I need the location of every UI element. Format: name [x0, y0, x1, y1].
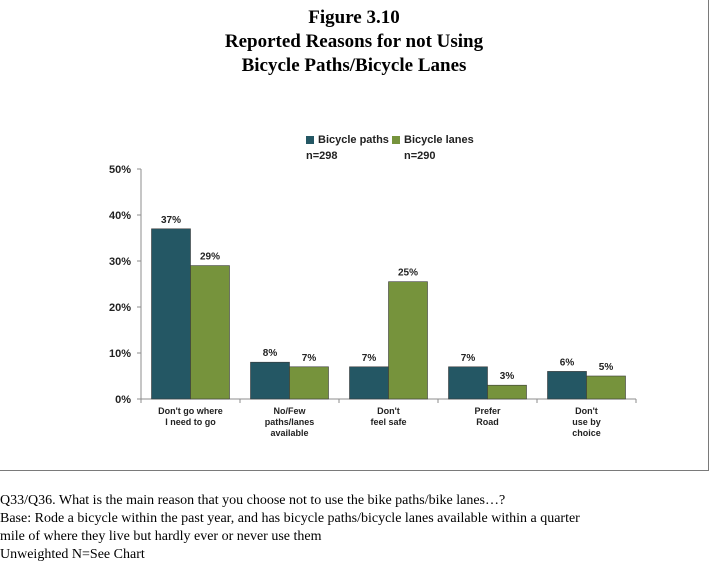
- category-label: Don't go where: [158, 406, 223, 416]
- bar: [388, 281, 428, 400]
- figure-frame: [0, 0, 709, 471]
- footnote-line-1: Q33/Q36. What is the main reason that yo…: [0, 493, 506, 508]
- title-line-3: Bicycle Paths/Bicycle Lanes: [241, 55, 467, 76]
- title-line-1: Figure 3.10: [308, 7, 400, 28]
- data-label: 7%: [362, 353, 377, 364]
- bar: [289, 366, 329, 400]
- footnote-line-3: mile of where they live but hardly ever …: [0, 529, 322, 544]
- data-label: 8%: [263, 348, 278, 359]
- data-label: 6%: [560, 357, 575, 368]
- bar: [250, 361, 290, 400]
- data-label: 25%: [398, 268, 418, 279]
- bar: [349, 366, 389, 400]
- legend-label-bicycle-lanes: Bicycle lanes: [404, 134, 474, 146]
- footnote: Q33/Q36. What is the main reason that yo…: [0, 492, 708, 564]
- legend-n-bicycle-lanes: n=290: [404, 150, 436, 162]
- data-label: 29%: [200, 252, 220, 263]
- bar: [151, 228, 191, 400]
- legend-swatch-bicycle-lanes: [392, 136, 400, 144]
- title-line-2: Reported Reasons for not Using: [224, 31, 484, 52]
- category-label: No/Few: [273, 406, 306, 416]
- category-label: feel safe: [370, 417, 406, 427]
- category-label: I need to go: [165, 417, 216, 427]
- figure-title: Figure 3.10 Reported Reasons for not Usi…: [0, 6, 708, 78]
- legend-swatch-bicycle-paths: [306, 136, 314, 144]
- bar: [190, 265, 230, 400]
- bar: [547, 371, 587, 400]
- data-label: 5%: [599, 362, 614, 373]
- legend-item-bicycle-paths: Bicycle paths n=298: [306, 132, 389, 164]
- data-label: 7%: [461, 353, 476, 364]
- bar: [586, 375, 626, 400]
- bar: [448, 366, 488, 400]
- data-label: 3%: [500, 371, 515, 382]
- category-label: Road: [476, 417, 499, 427]
- y-tick-label: 0%: [115, 394, 131, 406]
- category-label: choice: [572, 428, 601, 438]
- y-tick-label: 40%: [109, 210, 131, 222]
- data-label: 37%: [161, 215, 181, 226]
- y-tick-label: 30%: [109, 256, 131, 268]
- y-tick-label: 50%: [109, 164, 131, 176]
- legend-item-bicycle-lanes: Bicycle lanes n=290: [392, 132, 474, 164]
- legend-n-bicycle-paths: n=298: [306, 150, 338, 162]
- data-label: 7%: [302, 353, 317, 364]
- category-label: use by: [572, 417, 601, 427]
- y-tick-label: 20%: [109, 302, 131, 314]
- category-label: Prefer: [474, 406, 501, 416]
- category-label: Don't: [575, 406, 598, 416]
- footnote-line-2: Base: Rode a bicycle within the past yea…: [0, 511, 580, 526]
- category-label: paths/lanes: [265, 417, 315, 427]
- y-tick-label: 10%: [109, 348, 131, 360]
- legend-label-bicycle-paths: Bicycle paths: [318, 134, 389, 146]
- footnote-line-4: Unweighted N=See Chart: [0, 547, 145, 562]
- category-label: Don't: [377, 406, 400, 416]
- category-label: available: [270, 428, 308, 438]
- bar: [487, 384, 527, 400]
